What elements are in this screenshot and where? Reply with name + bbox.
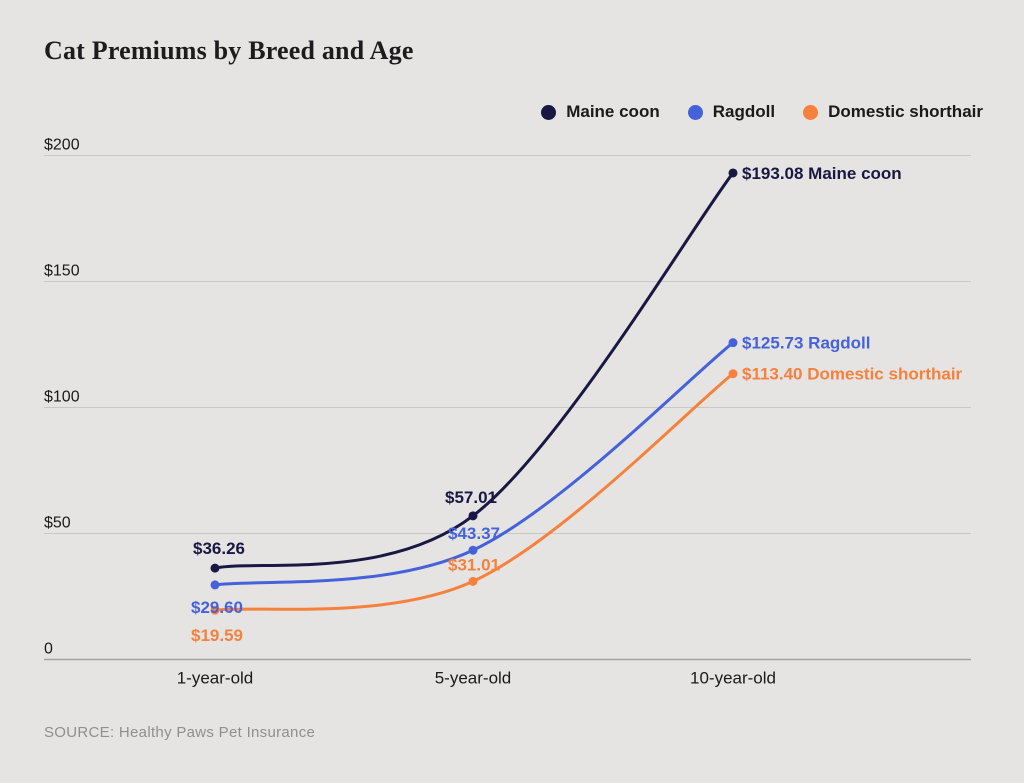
legend: Maine coon Ragdoll Domestic shorthair bbox=[541, 101, 983, 123]
data-point-domestic-shorthair bbox=[468, 576, 478, 586]
data-point-domestic-shorthair bbox=[210, 605, 220, 615]
series-end-label-ragdoll: $125.73 Ragdoll bbox=[742, 334, 871, 353]
data-point-label-maine-coon: $36.26 bbox=[193, 539, 245, 558]
data-point-label-maine-coon: $57.01 bbox=[445, 488, 497, 507]
data-point-label-ragdoll: $29.60 bbox=[191, 598, 243, 617]
x-tick-label: 10-year-old bbox=[690, 669, 776, 688]
legend-item-ragdoll: Ragdoll bbox=[687, 102, 776, 122]
data-point-label-domestic-shorthair: $19.59 bbox=[191, 626, 243, 645]
data-point-ragdoll bbox=[468, 545, 478, 555]
page-title: Cat Premiums by Breed and Age bbox=[44, 36, 414, 65]
legend-label-domestic-shorthair: Domestic shorthair bbox=[828, 102, 983, 121]
data-point-label-domestic-shorthair: $31.01 bbox=[448, 555, 500, 574]
series-line-maine-coon bbox=[213, 171, 735, 570]
data-point-domestic-shorthair bbox=[728, 369, 738, 379]
x-tick-label: 1-year-old bbox=[177, 669, 254, 688]
data-point-label-ragdoll: $43.37 bbox=[448, 524, 500, 543]
legend-label-maine-coon: Maine coon bbox=[566, 102, 660, 121]
x-tick-label: 5-year-old bbox=[435, 669, 512, 688]
legend-dot-ragdoll-icon bbox=[687, 104, 703, 120]
y-tick-label: $50 bbox=[44, 515, 71, 532]
y-tick-label: 0 bbox=[44, 641, 53, 658]
legend-label-ragdoll: Ragdoll bbox=[712, 102, 776, 121]
data-point-maine-coon bbox=[468, 511, 478, 521]
y-tick-label: $150 bbox=[44, 263, 80, 280]
y-tick-label: $200 bbox=[44, 137, 80, 154]
series-end-label-domestic-shorthair: $113.40 Domestic shorthair bbox=[742, 365, 963, 384]
data-point-maine-coon bbox=[728, 168, 738, 178]
legend-dot-domestic-shorthair-icon bbox=[803, 104, 819, 120]
source-note: SOURCE: Healthy Paws Pet Insurance bbox=[44, 724, 316, 741]
legend-item-domestic-shorthair: Domestic shorthair bbox=[803, 102, 983, 122]
series-end-label-maine-coon: $193.08 Maine coon bbox=[742, 164, 902, 183]
data-point-ragdoll bbox=[728, 338, 738, 348]
legend-item-maine-coon: Maine coon bbox=[541, 102, 660, 122]
data-point-maine-coon bbox=[210, 563, 220, 573]
legend-dot-maine-coon-icon bbox=[541, 104, 557, 120]
y-tick-label: $100 bbox=[44, 389, 80, 406]
data-point-ragdoll bbox=[210, 580, 220, 590]
